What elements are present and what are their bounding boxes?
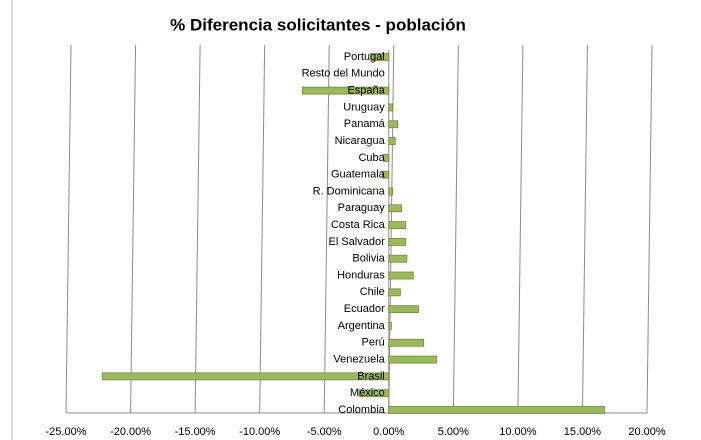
- x-tick-label: 15.00%: [564, 426, 602, 438]
- bar: [388, 355, 437, 364]
- y-tick-label: México: [350, 387, 385, 399]
- bar: [358, 389, 390, 398]
- bar: [101, 372, 390, 381]
- x-tick-label: 20.00%: [628, 426, 666, 438]
- bar: [381, 170, 390, 179]
- bar: [388, 271, 414, 280]
- bar: [388, 221, 406, 229]
- y-tick-label: Bolivia: [352, 253, 385, 265]
- bar: [388, 305, 419, 314]
- grid-line: [517, 44, 524, 414]
- bar: [388, 120, 399, 129]
- bar: [388, 322, 392, 330]
- bar: [388, 137, 396, 145]
- y-tick-label: Paraguay: [338, 202, 386, 214]
- grid-line: [581, 44, 588, 414]
- bar: [388, 254, 408, 263]
- bar: [388, 238, 406, 246]
- x-tick-label: -20.00%: [110, 426, 151, 438]
- grid-line: [259, 44, 266, 414]
- x-tick-label: -10.00%: [239, 426, 280, 438]
- bar: [388, 338, 425, 347]
- y-tick-label: Argentina: [338, 320, 386, 332]
- grid-line: [323, 44, 330, 414]
- x-tick-label: -5.00%: [307, 426, 342, 438]
- y-tick-label: R. Dominicana: [313, 185, 386, 197]
- bar: [383, 153, 390, 162]
- grid-line: [130, 44, 137, 414]
- grid-line: [646, 44, 653, 414]
- y-tick-label: Resto del Mundo: [302, 68, 385, 80]
- y-tick-label: Colombia: [338, 404, 385, 416]
- y-tick-label: Portugal: [344, 51, 385, 63]
- grid-line: [65, 44, 72, 414]
- x-tick-label: 10.00%: [499, 426, 537, 438]
- y-tick-label: Costa Rica: [331, 219, 386, 231]
- bar: [388, 103, 394, 112]
- y-tick-label: Brasil: [357, 370, 385, 382]
- y-tick-label: Ecuador: [344, 303, 385, 315]
- y-tick-label: Honduras: [337, 269, 385, 281]
- chart-title: % Diferencia solicitantes - población: [170, 15, 466, 34]
- grid-line: [452, 44, 459, 414]
- bar: [388, 204, 403, 213]
- y-tick-label: Guatemala: [331, 169, 386, 181]
- y-tick-label: Cuba: [358, 152, 385, 164]
- x-tick-label: 0.00%: [373, 426, 404, 438]
- x-tick-label: -25.00%: [46, 426, 87, 438]
- bar: [301, 86, 390, 95]
- y-tick-label: Panamá: [344, 118, 386, 130]
- bar: [388, 288, 401, 297]
- y-tick-label: Chile: [360, 286, 385, 298]
- y-tick-label: España: [347, 85, 385, 97]
- y-tick-label: El Salvador: [329, 236, 386, 248]
- x-tick-label: -15.00%: [175, 426, 216, 438]
- y-tick-label: Nicaragua: [335, 135, 386, 147]
- y-tick-label: Perú: [362, 337, 385, 349]
- grid-line: [194, 44, 201, 414]
- bar: [388, 187, 394, 196]
- bar: [388, 406, 605, 414]
- bar: [370, 53, 390, 61]
- x-tick-label: 5.00%: [438, 426, 469, 438]
- y-tick-label: Venezuela: [333, 353, 385, 365]
- y-tick-label: Uruguay: [343, 101, 385, 113]
